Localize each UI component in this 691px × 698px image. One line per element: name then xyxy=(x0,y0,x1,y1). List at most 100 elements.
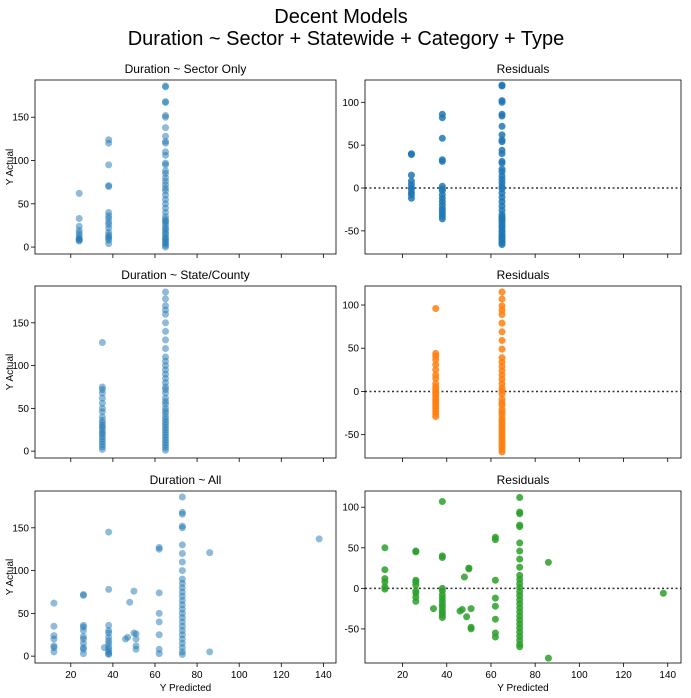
x-tick-label: 60 xyxy=(485,670,497,681)
axes-frame xyxy=(364,79,682,255)
x-tick-label: 100 xyxy=(231,670,248,681)
data-point xyxy=(498,122,506,130)
data-point xyxy=(516,523,524,531)
data-point xyxy=(162,99,169,107)
subplot-state-actual: Duration ~ State/County 0 50 100 150 Y Actual xyxy=(5,268,337,462)
data-point xyxy=(50,635,58,643)
data-point xyxy=(155,618,163,626)
data-point xyxy=(155,545,163,553)
y-tick-label: 100 xyxy=(342,301,359,312)
data-point xyxy=(432,355,440,363)
data-point xyxy=(498,98,506,106)
data-point xyxy=(467,605,475,613)
y-tick-label: 150 xyxy=(12,318,29,329)
y-tick-label: -50 xyxy=(345,624,360,635)
data-point xyxy=(206,549,214,557)
x-tick-label: 40 xyxy=(107,670,119,681)
data-point xyxy=(498,112,506,120)
data-point xyxy=(155,650,163,658)
data-point xyxy=(491,602,499,610)
axes-frame xyxy=(364,285,682,459)
data-point xyxy=(105,585,113,593)
data-point xyxy=(75,215,83,223)
y-tick-label: 100 xyxy=(12,156,29,167)
data-point xyxy=(498,295,506,303)
data-point xyxy=(516,643,524,651)
data-point xyxy=(465,565,473,573)
data-point xyxy=(162,344,169,352)
data-point xyxy=(75,237,83,245)
data-point xyxy=(438,157,446,165)
data-point xyxy=(105,161,113,169)
data-point xyxy=(162,151,169,159)
data-point xyxy=(491,536,499,544)
y-axis-label: Y Actual xyxy=(5,149,16,186)
data-point xyxy=(132,630,140,638)
data-point xyxy=(491,576,499,584)
data-point xyxy=(498,319,506,327)
data-point xyxy=(463,613,471,621)
subplot-all-actual: Duration ~ All 0 50 100 150 20 40 60 80 100 120 140… xyxy=(5,473,337,694)
data-point xyxy=(438,114,446,122)
data-point xyxy=(155,609,163,617)
data-point xyxy=(162,327,169,335)
data-point xyxy=(381,566,389,574)
data-point xyxy=(105,528,113,536)
x-tick-label: 40 xyxy=(441,670,453,681)
y-tick-label: 0 xyxy=(23,652,29,663)
data-point xyxy=(178,567,186,575)
subplot-title: Residuals xyxy=(497,62,550,76)
data-point xyxy=(79,591,87,599)
data-point xyxy=(105,621,113,629)
data-point xyxy=(438,215,446,223)
data-point xyxy=(105,240,113,248)
data-point xyxy=(458,605,466,613)
data-point xyxy=(498,345,506,353)
axes-frame xyxy=(34,490,337,664)
data-points xyxy=(381,493,667,662)
y-axis-label: Y Actual xyxy=(5,354,16,391)
y-tick-label: 50 xyxy=(348,543,360,554)
data-point xyxy=(432,366,440,374)
data-point xyxy=(412,548,420,556)
subplot-title: Residuals xyxy=(497,473,550,487)
figure-title-line1: Decent Models xyxy=(274,6,407,28)
x-tick-label: 120 xyxy=(615,670,632,681)
data-point xyxy=(155,589,163,597)
data-point xyxy=(516,493,524,501)
data-point xyxy=(98,389,106,397)
data-point xyxy=(130,587,138,595)
y-tick-label: 0 xyxy=(23,243,29,254)
data-point xyxy=(438,498,446,506)
data-point xyxy=(498,336,506,344)
x-tick-label: 20 xyxy=(65,670,77,681)
y-tick-label: -50 xyxy=(345,430,360,441)
data-point xyxy=(498,288,506,296)
data-point xyxy=(50,599,58,607)
data-point xyxy=(98,445,106,453)
y-tick-label: 50 xyxy=(18,199,30,210)
subplot-all-residuals: Residuals -50 0 50 100 20 40 60 80 100 120 140 Y Pre… xyxy=(342,473,682,694)
data-point xyxy=(491,633,499,641)
data-point xyxy=(498,241,506,249)
data-point xyxy=(498,328,506,336)
axes-frame xyxy=(34,79,337,255)
y-tick-label: 50 xyxy=(18,404,30,415)
data-point xyxy=(155,631,163,639)
data-point xyxy=(516,510,524,518)
x-tick-label: 120 xyxy=(273,670,290,681)
x-tick-label: 100 xyxy=(571,670,588,681)
x-tick-label: 60 xyxy=(149,670,161,681)
data-point xyxy=(162,446,169,454)
data-point xyxy=(544,558,552,566)
data-point xyxy=(498,150,506,158)
data-point xyxy=(50,648,58,656)
data-point xyxy=(315,535,323,543)
data-point xyxy=(162,132,169,140)
y-tick-label: 0 xyxy=(353,184,359,195)
data-point xyxy=(50,622,58,630)
y-tick-label: 100 xyxy=(342,98,359,109)
data-point xyxy=(381,544,389,552)
y-tick-label: 0 xyxy=(353,387,359,398)
